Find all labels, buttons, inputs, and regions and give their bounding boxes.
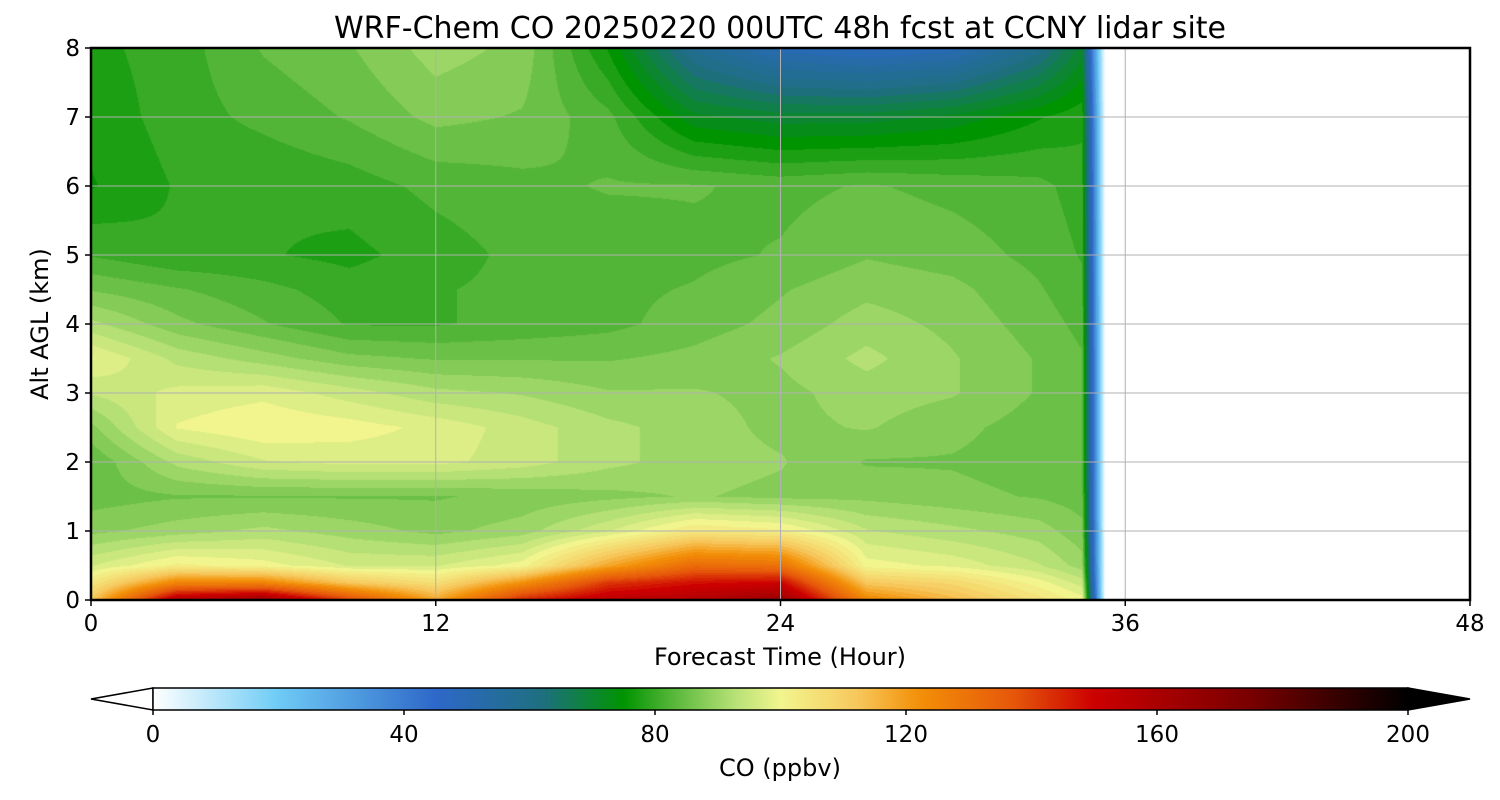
- y-axis: 0 1 2 3 4 5 6 7 8: [65, 36, 91, 614]
- x-tick-label: 48: [1455, 611, 1484, 637]
- x-axis: 0 12 24 36 48: [84, 600, 1485, 637]
- y-axis-label: Alt AGL (km): [26, 248, 54, 400]
- colorbar-tick-label: 200: [1386, 722, 1430, 748]
- x-tick-label: 0: [84, 611, 99, 637]
- x-tick-label: 24: [766, 611, 795, 637]
- colorbar-over-extension: [1407, 687, 1471, 711]
- y-tick-label: 6: [65, 174, 80, 200]
- x-tick-label: 12: [421, 611, 450, 637]
- colorbar-tick-label: 120: [884, 722, 928, 748]
- x-tick-label: 36: [1111, 611, 1140, 637]
- y-tick-label: 4: [65, 312, 80, 338]
- y-tick-label: 0: [65, 588, 80, 614]
- colorbar: 0 40 80 120 160 200 CO (ppbv): [90, 687, 1471, 782]
- colorbar-tick-label: 160: [1135, 722, 1179, 748]
- colorbar-tick-label: 80: [640, 722, 669, 748]
- x-axis-label: Forecast Time (Hour): [654, 643, 906, 671]
- colorbar-tick-label: 40: [389, 722, 418, 748]
- chart-title: WRF-Chem CO 20250220 00UTC 48h fcst at C…: [334, 11, 1226, 46]
- y-tick-label: 2: [65, 450, 80, 476]
- y-tick-label: 7: [65, 105, 80, 131]
- y-tick-label: 3: [65, 381, 80, 407]
- colorbar-label: CO (ppbv): [719, 754, 841, 782]
- y-tick-label: 5: [65, 243, 80, 269]
- grid-lines: [91, 48, 1470, 600]
- colorbar-tick-label: 0: [146, 722, 161, 748]
- colorbar-ticks: 0 40 80 120 160 200: [146, 710, 1430, 748]
- y-tick-label: 8: [65, 36, 80, 62]
- colorbar-body: [152, 687, 1409, 711]
- y-tick-label: 1: [65, 519, 80, 545]
- colorbar-under-extension: [90, 687, 154, 711]
